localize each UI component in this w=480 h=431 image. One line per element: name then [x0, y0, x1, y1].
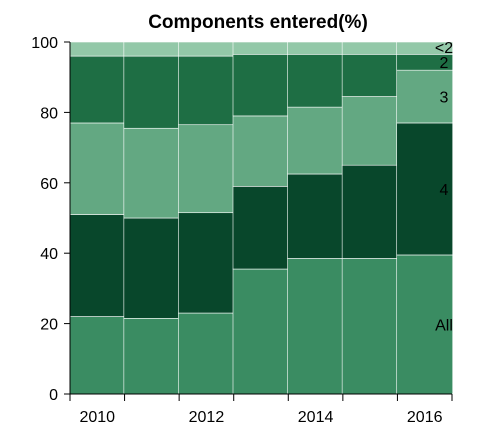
- bar-segment-2015-series-4: [341, 41, 399, 55]
- bar-segment-2011-series-3: [123, 55, 181, 129]
- bar-segment-2010-series-0: [68, 316, 126, 395]
- bar-segment-2013-series-0: [232, 268, 290, 395]
- x-tick-label-2014: 2014: [298, 409, 334, 426]
- y-tick-label-40: 40: [40, 246, 58, 263]
- bar-segment-2016-series-1: [396, 122, 454, 256]
- x-tick-label-2010: 2010: [79, 409, 115, 426]
- bar-segment-2014-series-4: [287, 41, 344, 55]
- bar-segment-2011-series-0: [123, 318, 181, 395]
- y-tick-label-20: 20: [40, 317, 58, 334]
- series-label-1: 4: [440, 182, 449, 199]
- series-label-0: All: [435, 317, 453, 334]
- series-label-4: <2: [435, 40, 453, 57]
- bar-segment-2013-series-4: [232, 41, 290, 55]
- bar-segment-2016-series-4: [396, 41, 454, 55]
- bar-segment-2015-series-2: [341, 96, 399, 166]
- bar-segment-2012-series-0: [178, 312, 235, 395]
- bar-segment-2014-series-3: [287, 54, 344, 108]
- bar-segment-2010-series-3: [68, 55, 126, 124]
- bar-segment-2011-series-1: [123, 217, 181, 319]
- bar-segment-2013-series-3: [232, 54, 290, 117]
- bar-segment-2016-series-0: [396, 254, 454, 395]
- bar-segment-2011-series-4: [123, 41, 181, 57]
- bar-segment-2010-series-1: [68, 214, 126, 317]
- bar-segment-2014-series-0: [287, 258, 344, 395]
- bar-segment-2014-series-2: [287, 106, 344, 175]
- y-tick-label-0: 0: [49, 387, 58, 404]
- bar-segment-2015-series-0: [341, 258, 399, 395]
- bar-segment-2012-series-3: [178, 55, 235, 126]
- bar-segment-2011-series-2: [123, 127, 181, 219]
- bar-segment-2013-series-1: [232, 186, 290, 270]
- bar-segment-2013-series-2: [232, 115, 290, 187]
- bar-segment-2012-series-1: [178, 212, 235, 314]
- bar-segment-2015-series-3: [341, 54, 399, 97]
- bar-segment-2015-series-1: [341, 164, 399, 259]
- chart-title: Components entered(%): [148, 12, 368, 33]
- axes-group: 0 20 40 60 80 100 2010 2012 2014 2016: [31, 35, 453, 426]
- y-tick-label-100: 100: [31, 35, 58, 52]
- bars-group: [68, 41, 454, 395]
- x-tick-label-2016: 2016: [407, 409, 443, 426]
- bar-segment-2012-series-2: [178, 124, 235, 214]
- y-tick-label-80: 80: [40, 105, 58, 122]
- series-label-3: 2: [440, 55, 449, 72]
- bar-segment-2010-series-4: [68, 41, 126, 57]
- series-labels: All 4 3 2<2: [435, 40, 453, 334]
- bar-segment-2010-series-2: [68, 122, 126, 215]
- bar-segment-2014-series-1: [287, 173, 344, 259]
- y-tick-label-60: 60: [40, 176, 58, 193]
- series-label-2: 3: [440, 90, 449, 107]
- x-tick-label-2012: 2012: [189, 409, 225, 426]
- bar-segment-2012-series-4: [178, 41, 235, 57]
